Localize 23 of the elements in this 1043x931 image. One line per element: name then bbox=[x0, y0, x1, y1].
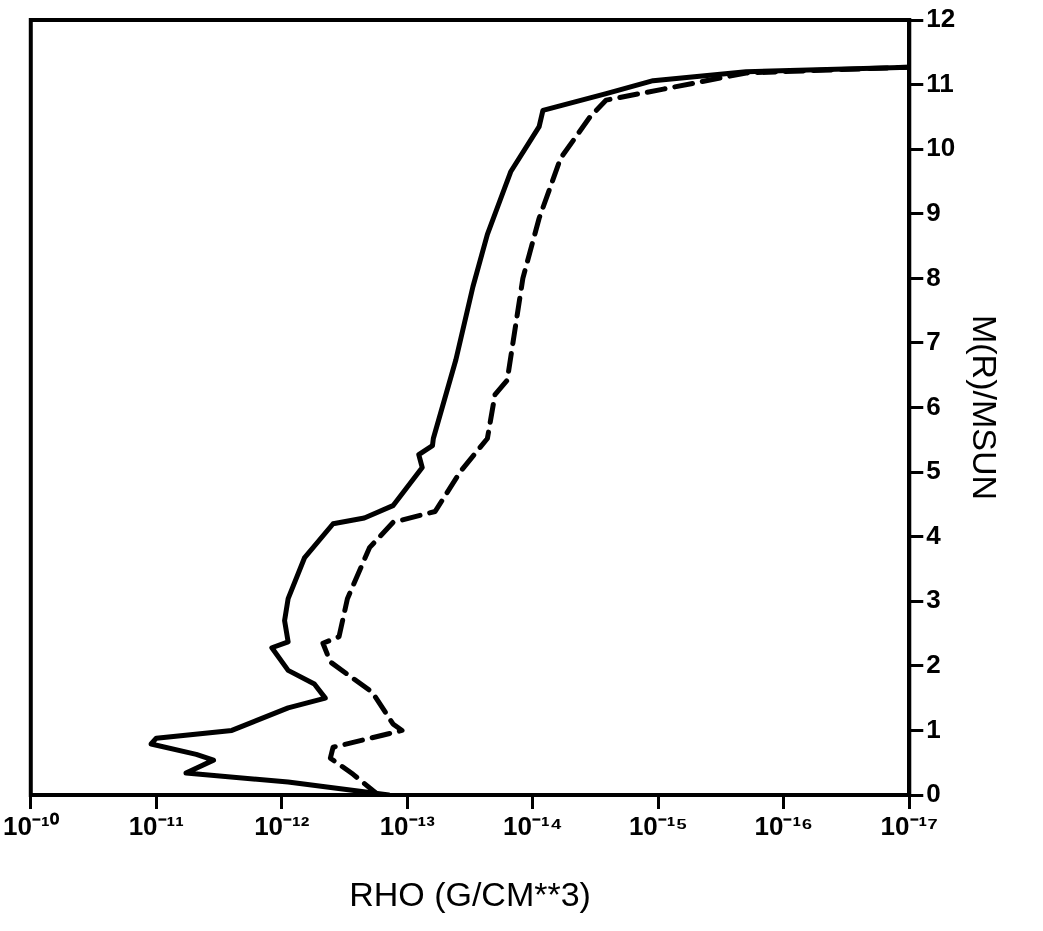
x-tick-label: 10⁻¹⁵ bbox=[628, 810, 688, 841]
y-tick-label: 2 bbox=[926, 649, 941, 680]
y-tick-label: 4 bbox=[926, 519, 942, 550]
x-tick-label: 10⁻¹¹ bbox=[128, 810, 184, 841]
y-tick-label: 11 bbox=[926, 67, 954, 98]
y-tick-label: 0 bbox=[926, 778, 941, 809]
x-tick-label: 10⁻¹² bbox=[254, 810, 310, 841]
y-tick-label: 8 bbox=[926, 261, 941, 292]
x-axis-title: RHO (G/CM**3) bbox=[349, 874, 591, 913]
x-tick-label: 10⁻¹⁴ bbox=[503, 810, 563, 841]
y-tick-label: 3 bbox=[926, 584, 941, 615]
x-tick-label: 10⁻¹⁰ bbox=[3, 810, 60, 841]
y-tick-label: 9 bbox=[926, 196, 941, 227]
x-tick-label: 10⁻¹³ bbox=[379, 810, 436, 841]
y-tick-label: 1 bbox=[926, 713, 941, 744]
y-tick-label: 7 bbox=[926, 326, 941, 357]
y-tick-label: 6 bbox=[926, 390, 941, 421]
y-tick-label: 10 bbox=[926, 132, 956, 163]
x-tick-label: 10⁻¹⁶ bbox=[754, 810, 814, 841]
x-tick-label: 10⁻¹⁷ bbox=[880, 810, 938, 841]
y-axis-title: M(R)/MSUN bbox=[966, 314, 1005, 501]
y-tick-label: 5 bbox=[926, 455, 941, 486]
y-tick-label: 12 bbox=[926, 3, 956, 34]
